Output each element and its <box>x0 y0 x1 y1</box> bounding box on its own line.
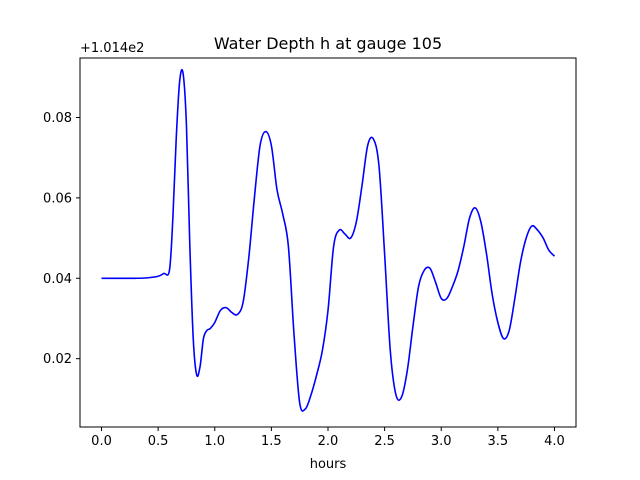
x-tick-label: 2.0 <box>318 434 339 449</box>
x-tick-label: 1.5 <box>261 434 282 449</box>
x-axis-label: hours <box>310 457 347 472</box>
x-tick-label: 4.0 <box>544 434 565 449</box>
series-line <box>101 68 556 412</box>
y-tick-label: 0.06 <box>43 191 72 206</box>
x-axis-ticks: 0.0 0.5 1.0 1.5 2.0 2.5 3.0 3.5 4.0 <box>91 427 565 449</box>
chart-title: Water Depth h at gauge 105 <box>214 34 442 53</box>
x-tick-label: 3.5 <box>488 434 509 449</box>
y-tick-label: 0.02 <box>43 352 72 367</box>
y-tick-label: 0.04 <box>43 272 72 287</box>
x-tick-label: 0.5 <box>148 434 169 449</box>
y-tick-label: 0.08 <box>43 111 72 126</box>
x-tick-label: 2.5 <box>374 434 395 449</box>
y-axis-ticks: 0.02 0.04 0.06 0.08 <box>43 111 80 367</box>
y-axis-offset-label: +1.014e2 <box>80 41 144 56</box>
x-tick-label: 0.0 <box>91 434 112 449</box>
x-tick-label: 1.0 <box>204 434 225 449</box>
plot-layer <box>101 68 556 412</box>
x-tick-label: 3.0 <box>431 434 452 449</box>
